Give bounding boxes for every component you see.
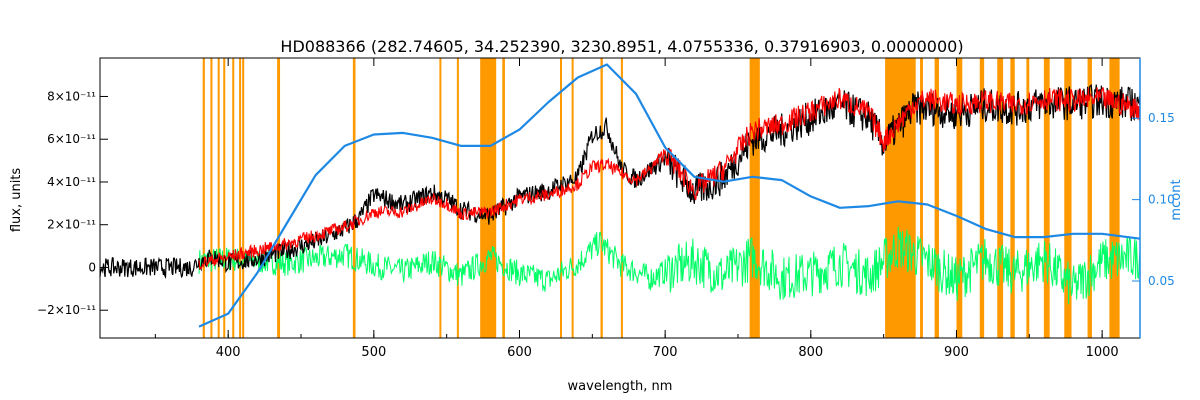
model-line	[198, 87, 1141, 270]
y-tick-label: 8×10⁻¹¹	[47, 89, 96, 103]
mask-band	[620, 58, 623, 338]
mask-band	[352, 58, 356, 338]
mask-band	[571, 58, 574, 338]
mask-band	[1064, 58, 1072, 338]
mask-bands	[202, 58, 1120, 338]
mask-band	[456, 58, 459, 338]
mask-band	[232, 58, 235, 338]
x-tick-label: 400	[216, 345, 241, 360]
residual-series	[198, 226, 1141, 305]
mask-band	[997, 58, 1004, 338]
mask-band	[480, 58, 497, 338]
mask-band	[210, 58, 213, 338]
mcont-series	[198, 63, 1141, 328]
x-tick-label: 1000	[1086, 345, 1119, 360]
mask-band	[1043, 58, 1050, 338]
observed-series	[99, 84, 1141, 280]
mask-band	[502, 58, 505, 338]
axes: 400 500 600 700 800 900 1000 −2×10⁻¹¹ 0 2×10⁻¹¹ 4×…	[37, 57, 1175, 360]
y2-tick-label: 0.05	[1148, 274, 1175, 288]
x-tick-label: 500	[361, 345, 386, 360]
y2-tick-label: 0.15	[1148, 111, 1175, 125]
mask-band	[979, 58, 985, 338]
mask-band	[885, 58, 916, 338]
x-axis-label: wavelength, nm	[568, 379, 673, 394]
mask-band	[934, 58, 939, 338]
x-tick-label: 600	[507, 345, 532, 360]
mask-band	[239, 58, 242, 338]
mask-band	[1109, 58, 1120, 338]
y-tick-label: 0	[88, 260, 96, 274]
mcont-line	[198, 63, 1141, 328]
observed-line	[99, 84, 1141, 280]
chart-title: HD088366 (282.74605, 34.252390, 3230.895…	[280, 37, 963, 56]
mask-band	[223, 58, 226, 338]
mask-band	[749, 58, 760, 338]
mask-band	[277, 58, 281, 338]
y2-axis-label: mcont	[1169, 179, 1184, 220]
y-tick-label: 4×10⁻¹¹	[47, 175, 96, 189]
mask-band	[559, 58, 562, 338]
x-tick-label: 900	[944, 345, 969, 360]
mask-band	[1087, 58, 1092, 338]
y-axis-label: flux, units	[9, 168, 24, 233]
y2-tick-label: 0.10	[1148, 193, 1175, 207]
model-series	[198, 87, 1141, 270]
mask-band	[217, 58, 220, 338]
mask-band	[600, 58, 603, 338]
mask-band	[202, 58, 205, 338]
x-tick-label: 700	[653, 345, 678, 360]
mask-band	[1010, 58, 1015, 338]
y-tick-label: −2×10⁻¹¹	[37, 303, 96, 317]
y-tick-label: 6×10⁻¹¹	[47, 132, 96, 146]
residual-line	[198, 226, 1141, 305]
mask-band	[242, 58, 245, 338]
y-tick-label: 2×10⁻¹¹	[47, 218, 96, 232]
mask-band	[1026, 58, 1030, 338]
mask-band	[920, 58, 923, 338]
x-tick-label: 800	[798, 345, 823, 360]
mask-band	[956, 58, 963, 338]
